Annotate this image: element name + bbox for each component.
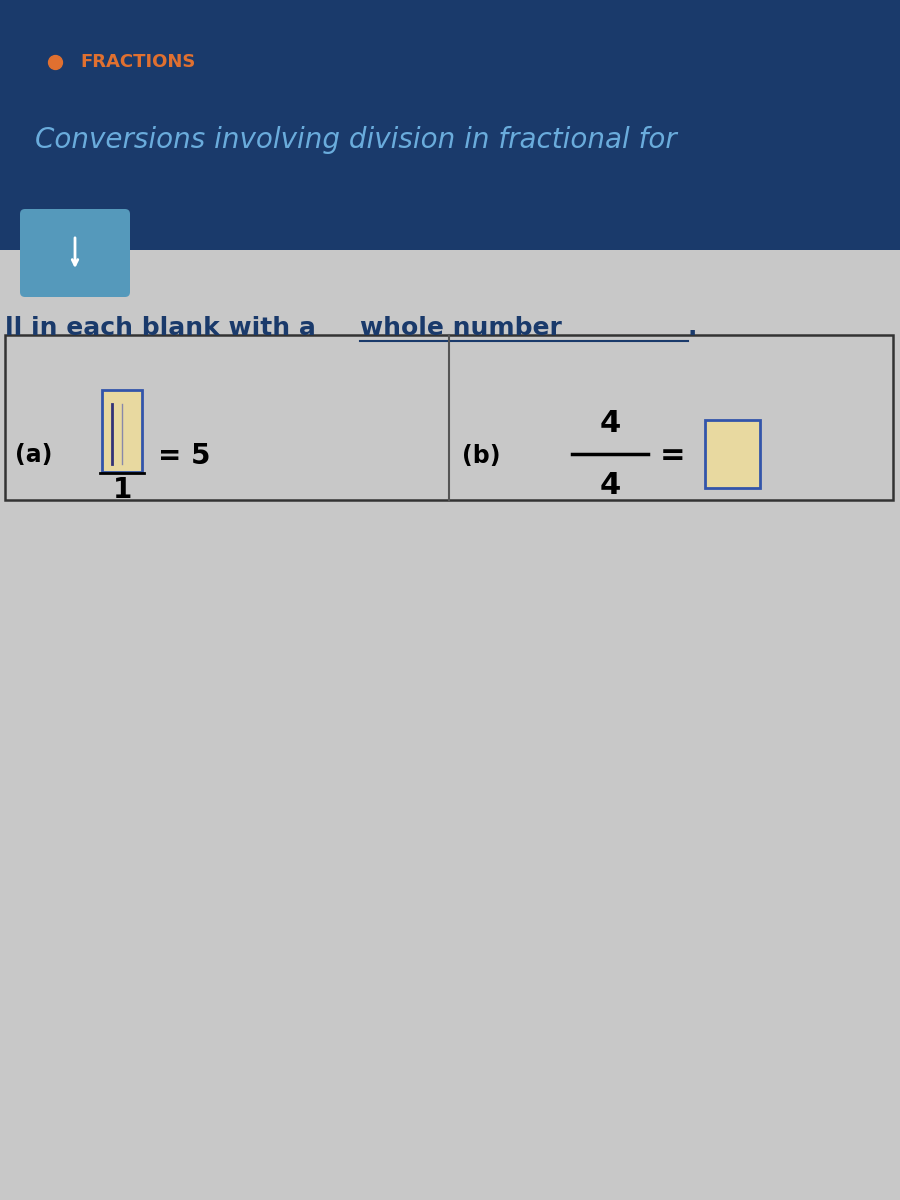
Text: =: = <box>660 442 686 470</box>
Text: = 5: = 5 <box>158 442 211 470</box>
Text: 4: 4 <box>599 470 621 499</box>
Text: 1: 1 <box>112 476 131 504</box>
Text: ll in each blank with a: ll in each blank with a <box>5 316 325 340</box>
Text: Conversions involving division in fractional for: Conversions involving division in fracti… <box>35 126 677 154</box>
Text: (a): (a) <box>15 443 52 467</box>
FancyBboxPatch shape <box>20 209 130 298</box>
Bar <box>705 420 760 488</box>
Bar <box>102 390 142 472</box>
Text: 4: 4 <box>599 409 621 438</box>
Text: FRACTIONS: FRACTIONS <box>80 53 195 71</box>
Bar <box>0 0 900 250</box>
Bar <box>5 335 893 500</box>
Text: whole number: whole number <box>360 316 562 340</box>
Text: (b): (b) <box>462 444 500 468</box>
Text: .: . <box>688 316 698 340</box>
